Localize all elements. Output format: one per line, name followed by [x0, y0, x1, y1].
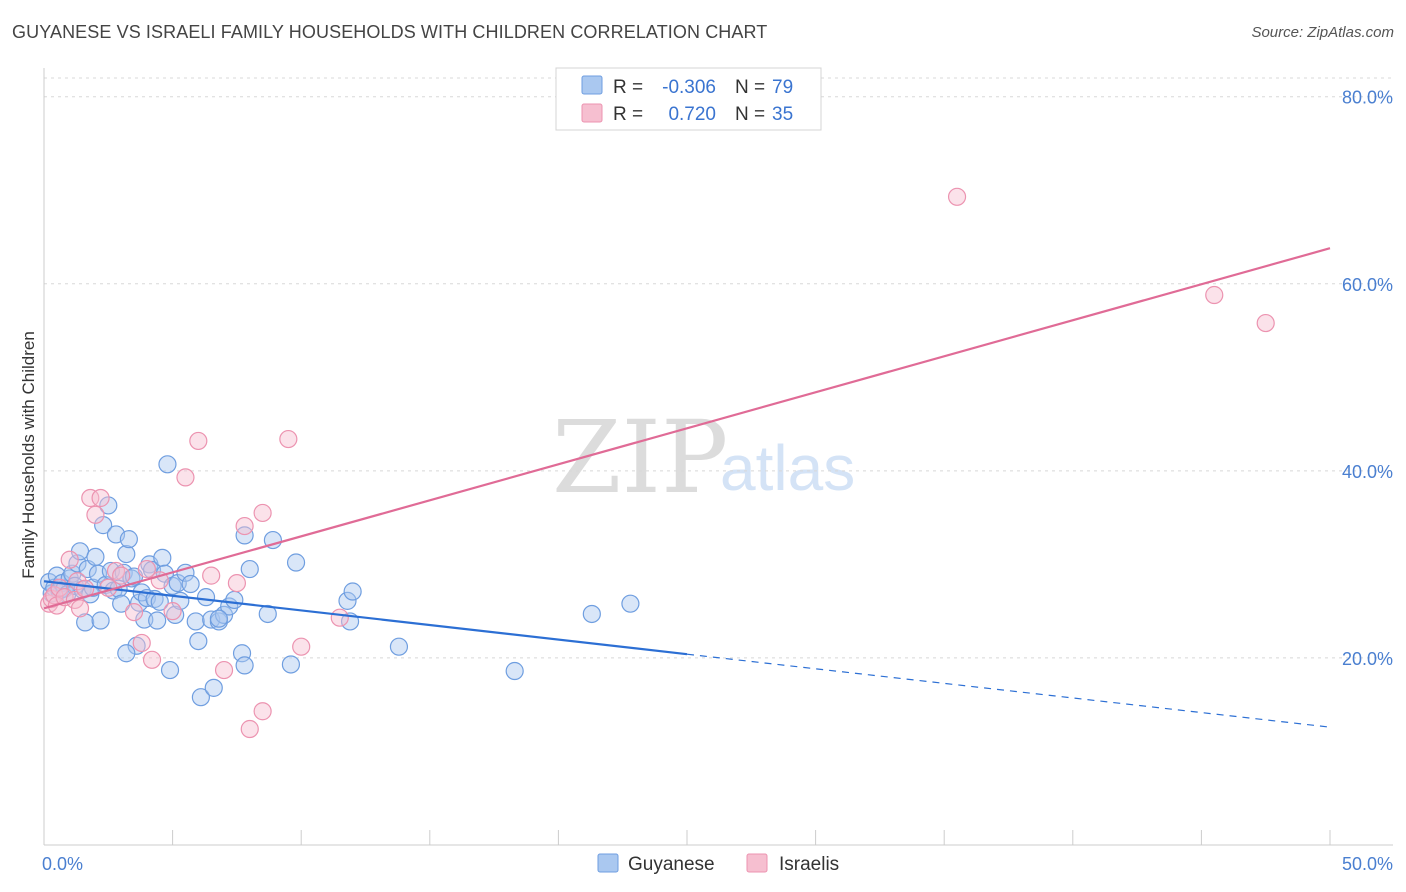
y-tick-label: 20.0% [1342, 649, 1393, 669]
chart-title: GUYANESE VS ISRAELI FAMILY HOUSEHOLDS WI… [12, 22, 768, 42]
israelis-point [142, 650, 162, 669]
israelis-point [227, 573, 246, 593]
x-tick-label-max: 50.0% [1342, 854, 1393, 874]
series-legend-label-guyanese: Guyanese [628, 854, 715, 875]
israelis-point [235, 516, 254, 536]
legend-swatch-israelis [581, 103, 603, 123]
x-tick-label-min: 0.0% [42, 854, 83, 874]
guyanese-point [191, 688, 210, 707]
guyanese-point [389, 637, 409, 656]
legend-r-label-1: R = [613, 77, 643, 98]
guyanese-point [153, 548, 172, 567]
guyanese-points [40, 455, 640, 707]
guyanese-point [343, 582, 362, 601]
guyanese-point [117, 644, 136, 663]
legend-r-label-2: R = [613, 104, 643, 125]
guyanese-point [86, 547, 105, 567]
guyanese-point [158, 455, 177, 474]
trend-lines [43, 247, 1331, 728]
israelis-point [124, 602, 144, 622]
guyanese-point [505, 661, 524, 681]
guyanese-point [148, 611, 167, 630]
guyanese-point [160, 660, 180, 680]
israelis-point [70, 599, 90, 618]
guyanese-point [204, 678, 223, 697]
guyanese-trend-extension [686, 653, 1331, 728]
stats-legend: R = -0.306 N = 79 R = 0.720 N = 35 [555, 67, 822, 131]
guyanese-point [117, 545, 136, 564]
israelis-point [253, 503, 272, 523]
series-legend-label-israelis: Israelis [779, 854, 839, 875]
guyanese-point [621, 594, 640, 613]
guyanese-point [189, 631, 208, 651]
legend-n-value-1: 79 [772, 77, 793, 98]
legend-n-label-1: N = [735, 77, 765, 98]
guyanese-point [112, 594, 131, 613]
israelis-point [60, 550, 79, 569]
guyanese-point [582, 604, 601, 624]
guyanese-point [225, 590, 244, 610]
guyanese-point [338, 591, 357, 610]
guyanese-point [235, 656, 254, 675]
legend-n-value-2: 35 [772, 104, 793, 125]
israelis-point [202, 566, 221, 585]
guyanese-point [91, 611, 110, 630]
watermark-atlas: atlas [720, 432, 855, 504]
guyanese-point [196, 588, 216, 607]
y-axis-label: Family Households with Children [19, 331, 38, 579]
israelis-point [292, 637, 311, 656]
israelis-point [163, 602, 182, 621]
guyanese-point [235, 526, 254, 545]
israelis-point [253, 702, 272, 721]
guyanese-point [119, 530, 138, 549]
series-legend-swatch-guyanese [597, 853, 619, 873]
legend-swatch-guyanese [581, 75, 603, 95]
guyanese-point [258, 604, 277, 624]
guyanese-trend-line [43, 580, 688, 656]
israelis-point [112, 566, 131, 585]
legend-r-value-2: 0.720 [668, 104, 716, 125]
israelis-point [240, 719, 259, 739]
guyanese-point [286, 553, 306, 572]
guyanese-point [127, 636, 146, 655]
israelis-point [214, 660, 234, 680]
guyanese-point [135, 610, 154, 629]
israelis-point [279, 429, 298, 449]
israelis-point [176, 468, 195, 487]
legend-n-label-2: N = [735, 104, 765, 125]
y-tick-labels: 20.0% 40.0% 60.0% 80.0% [1342, 88, 1393, 669]
israelis-point [189, 431, 208, 451]
israelis-trend-line [43, 247, 1331, 610]
guyanese-point [209, 609, 228, 628]
y-tick-label: 80.0% [1342, 88, 1393, 108]
guyanese-point [281, 655, 301, 674]
israelis-point [1205, 285, 1224, 305]
israelis-point [947, 187, 967, 206]
watermark-zip: ZIP [552, 399, 728, 516]
guyanese-point [76, 613, 95, 632]
israelis-point [91, 488, 110, 508]
guyanese-point [240, 559, 259, 579]
y-tick-label: 40.0% [1342, 462, 1393, 482]
guyanese-point [186, 612, 205, 631]
israelis-point [1256, 313, 1275, 333]
legend-r-value-1: -0.306 [662, 77, 716, 98]
israelis-point [137, 559, 156, 579]
israelis-point [132, 633, 151, 653]
israelis-point [330, 608, 349, 627]
israelis-point [86, 505, 105, 524]
series-legend: Guyanese Israelis [597, 853, 839, 875]
israelis-points [40, 187, 1275, 739]
series-legend-swatch-israelis [746, 853, 768, 873]
guyanese-point [181, 574, 200, 594]
guyanese-point [99, 496, 118, 515]
israelis-point [81, 488, 100, 508]
chart-source: Source: ZipAtlas.com [1251, 24, 1394, 41]
y-tick-label: 60.0% [1342, 275, 1393, 295]
axes [43, 68, 1393, 846]
